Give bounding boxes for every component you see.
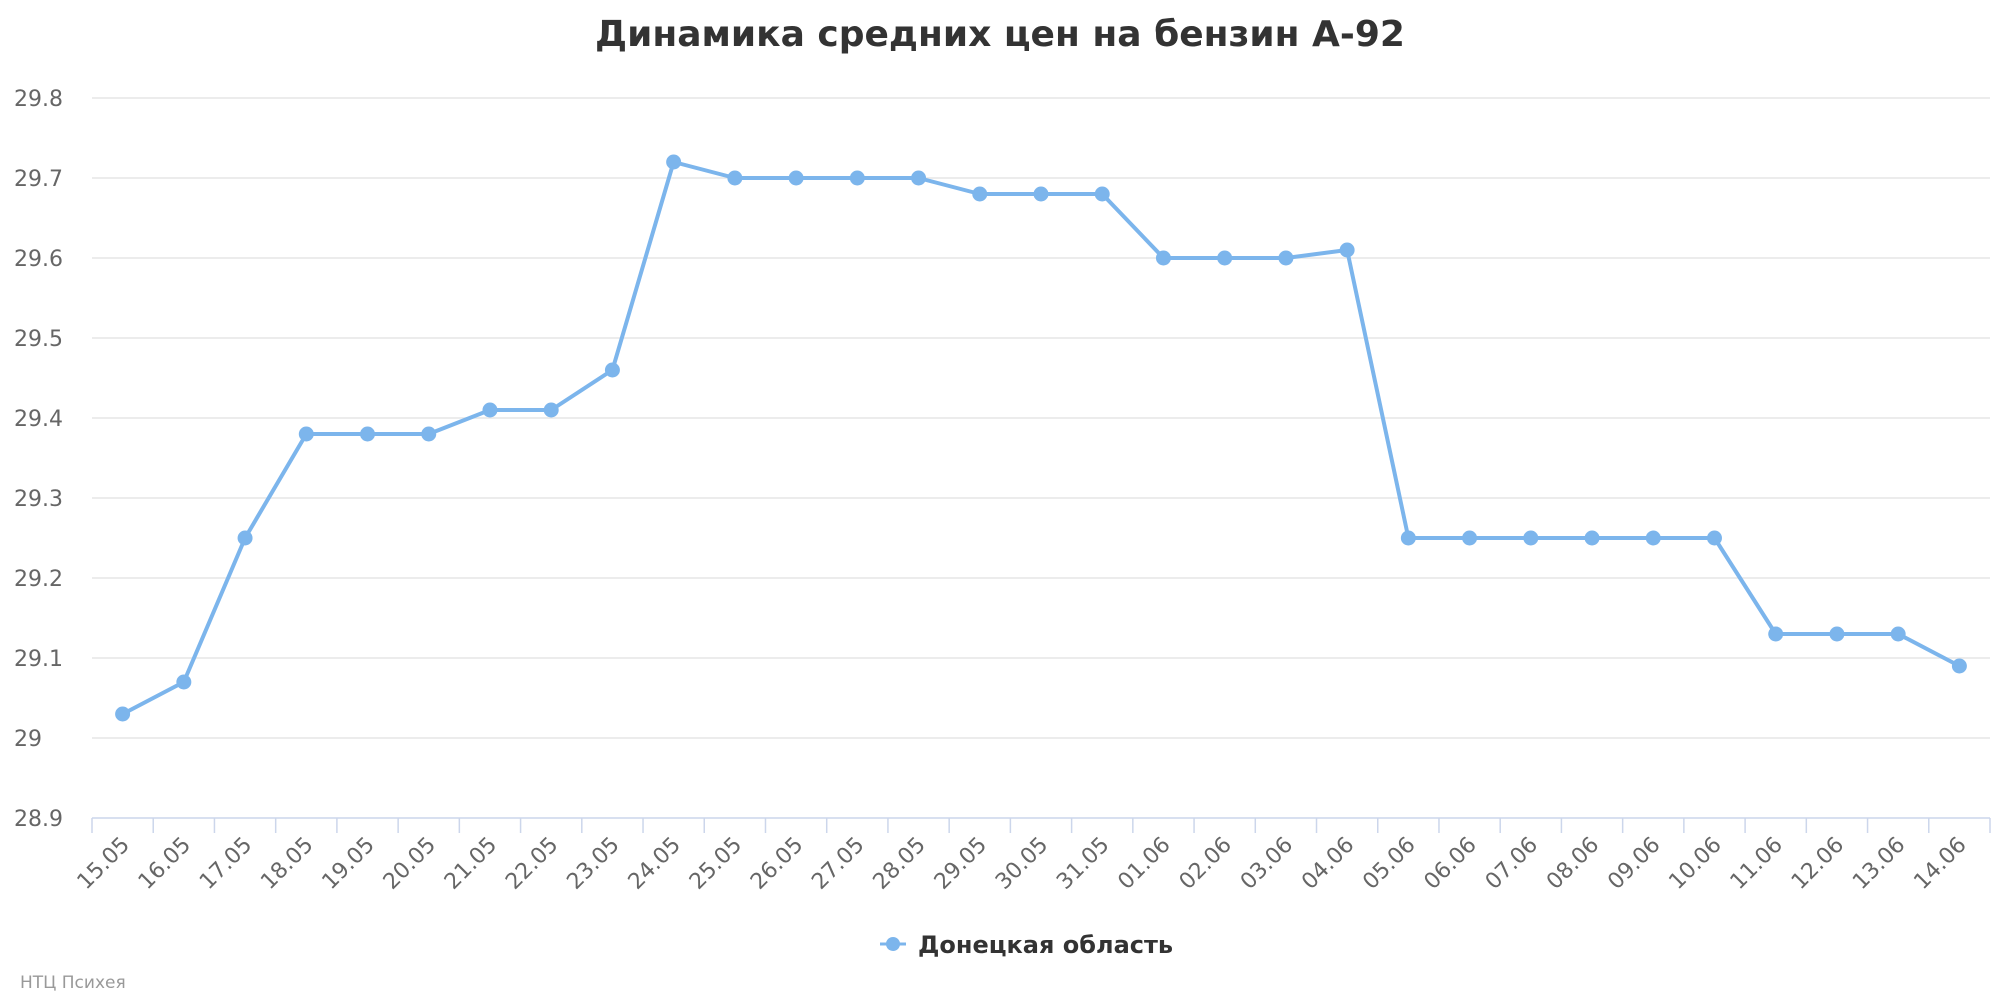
legend-series-marker (886, 937, 900, 951)
data-point (1645, 530, 1661, 546)
data-point (1584, 530, 1600, 546)
data-point (972, 186, 988, 202)
y-tick-label: 29.7 (14, 167, 63, 192)
data-point (543, 402, 559, 418)
y-tick-label: 29.1 (14, 647, 63, 672)
data-point (788, 170, 804, 186)
data-point (1768, 626, 1784, 642)
y-tick-label: 29.4 (14, 407, 63, 432)
data-point (1951, 658, 1967, 674)
y-tick-label: 28.9 (14, 807, 63, 832)
data-point (1217, 250, 1233, 266)
y-tick-label: 29.6 (14, 247, 63, 272)
data-point (1339, 242, 1355, 258)
data-point (849, 170, 865, 186)
data-point (1523, 530, 1539, 546)
credits-text[interactable]: НТЦ Психея (20, 973, 126, 993)
y-tick-label: 29.5 (14, 327, 63, 352)
data-point (115, 706, 131, 722)
data-point (604, 362, 620, 378)
data-point (482, 402, 498, 418)
data-point (727, 170, 743, 186)
series-layer (115, 154, 1967, 722)
data-point (298, 426, 314, 442)
legend-series-label[interactable]: Донецкая область (918, 931, 1173, 959)
y-axis: 28.9 29 29.1 29.2 29.3 29.4 29.5 29.6 29.7 29.8 (14, 87, 63, 832)
legend[interactable]: Донецкая область (880, 931, 1173, 959)
data-point (666, 154, 682, 170)
y-tick-label: 29.2 (14, 567, 63, 592)
data-point (421, 426, 437, 442)
data-point (1706, 530, 1722, 546)
data-point (1890, 626, 1906, 642)
data-point (1829, 626, 1845, 642)
y-tick-label: 29 (14, 727, 42, 752)
data-point (176, 674, 192, 690)
data-point (360, 426, 376, 442)
data-point (237, 530, 253, 546)
data-point (1155, 250, 1171, 266)
data-point (1094, 186, 1110, 202)
y-tick-label: 29.3 (14, 487, 63, 512)
data-point (911, 170, 927, 186)
data-point (1400, 530, 1416, 546)
data-point (1033, 186, 1049, 202)
chart-title: Динамика средних цен на бензин А-92 (595, 14, 1405, 55)
data-point (1278, 250, 1294, 266)
y-tick-label: 29.8 (14, 87, 63, 112)
gridlines (92, 97, 1990, 739)
data-point (1462, 530, 1478, 546)
